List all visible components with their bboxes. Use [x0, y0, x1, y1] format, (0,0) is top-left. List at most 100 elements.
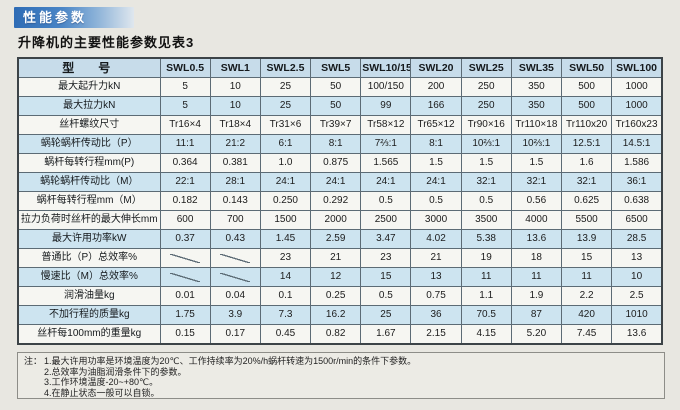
row-label: 蜗杆每转行程mm（M）	[17, 191, 161, 211]
value-cell: 1.565	[360, 153, 412, 173]
notes-lines: 1.最大许用功率是环境温度为20℃、工作持续率为20%/h蜗杆转速为1500r/…	[44, 356, 416, 398]
value-cell: 0.638	[611, 191, 663, 211]
value-cell: 2.15	[410, 324, 462, 345]
value-cell: 24:1	[310, 172, 362, 192]
value-cell: 7.45	[560, 324, 613, 345]
value-cell: 4000	[510, 210, 563, 230]
value-cell: Tr65×12	[410, 115, 462, 135]
value-cell: 2.2	[560, 286, 613, 306]
value-cell	[159, 267, 211, 287]
value-cell: 350	[510, 77, 563, 97]
value-cell: 22:1	[159, 172, 211, 192]
value-cell: 3500	[460, 210, 512, 230]
value-cell: Tr58×12	[360, 115, 412, 135]
value-cell: 24:1	[360, 172, 412, 192]
value-cell: 1000	[611, 77, 663, 97]
value-cell: 12.5:1	[560, 134, 613, 154]
row-label: 蜗轮蜗杆传动比（M）	[17, 172, 161, 192]
value-cell	[209, 267, 261, 287]
value-cell: 0.625	[560, 191, 613, 211]
value-cell: 500	[560, 96, 613, 116]
value-cell: 0.45	[259, 324, 312, 345]
value-cell: 25	[259, 77, 312, 97]
value-cell: 36:1	[611, 172, 663, 192]
value-cell: Tr18×4	[209, 115, 261, 135]
value-cell: 32:1	[510, 172, 563, 192]
value-cell: 0.250	[259, 191, 312, 211]
value-cell: 2500	[360, 210, 412, 230]
value-cell: 1.0	[259, 153, 312, 173]
section-badge: 性能参数	[14, 7, 134, 28]
value-cell: 11	[460, 267, 512, 287]
table-row: 蜗杆每转行程mm（M） 0.182 0.143 0.250 0.292 0.5 0.5 0.5…	[17, 191, 663, 211]
value-cell: 32:1	[560, 172, 613, 192]
value-cell: 19	[460, 248, 512, 268]
value-cell: 87	[510, 305, 563, 325]
table-row: 丝杆螺纹尺寸 Tr16×4 Tr18×4 Tr31×6 Tr39×7 Tr58×12 Tr6…	[17, 115, 663, 135]
value-cell: Tr39×7	[310, 115, 362, 135]
row-label: 丝杆每100mm的重量kg	[17, 324, 161, 345]
value-cell: 250	[460, 77, 512, 97]
value-cell: 0.5	[360, 286, 412, 306]
value-cell: 24:1	[410, 172, 462, 192]
value-cell: 28.5	[611, 229, 663, 249]
value-cell: 5.20	[510, 324, 563, 345]
row-label: 拉力负荷时丝杆的最大伸长mm	[17, 210, 161, 230]
value-cell: 700	[209, 210, 261, 230]
value-cell: 2000	[310, 210, 362, 230]
table-row: 慢速比（M）总效率% 14 12 15 13 11 11 11 10	[17, 267, 663, 287]
row-label: 不加行程的质量kg	[17, 305, 161, 325]
value-cell: 420	[560, 305, 613, 325]
value-cell: 15	[360, 267, 412, 287]
value-cell: 0.43	[209, 229, 261, 249]
value-cell: Tr110x20	[560, 115, 613, 135]
value-cell: 0.37	[159, 229, 211, 249]
column-header: SWL5	[310, 57, 362, 78]
value-cell: 70.5	[460, 305, 512, 325]
value-cell: 0.5	[460, 191, 512, 211]
table-row: 普通比（P）总效率% 23 21 23 21 19 18 15 13	[17, 248, 663, 268]
value-cell: 14.5:1	[611, 134, 663, 154]
column-header: SWL50	[560, 57, 613, 78]
value-cell: 1.586	[611, 153, 663, 173]
parameters-table: 型 号 SWL0.5 SWL1 SWL2.5 SWL5 SWL10/15 SWL20 SWL2…	[17, 57, 663, 345]
value-cell: 99	[360, 96, 412, 116]
table-header-row: 型 号 SWL0.5 SWL1 SWL2.5 SWL5 SWL10/15 SWL20 SWL2…	[17, 57, 663, 78]
value-cell: Tr90×16	[460, 115, 512, 135]
value-cell	[209, 248, 261, 268]
value-cell: 13.9	[560, 229, 613, 249]
value-cell: 1.5	[460, 153, 512, 173]
value-cell: 0.182	[159, 191, 211, 211]
column-header: SWL25	[460, 57, 512, 78]
table-head: 型 号 SWL0.5 SWL1 SWL2.5 SWL5 SWL10/15 SWL20 SWL2…	[17, 57, 663, 78]
value-cell: 0.1	[259, 286, 312, 306]
table-row: 蜗杆每转行程mm(P) 0.364 0.381 1.0 0.875 1.565 1.5 1.5…	[17, 153, 663, 173]
table-row: 润滑油量kg 0.01 0.04 0.1 0.25 0.5 0.75 1.1 1.9 2.2 2.5	[17, 286, 663, 306]
value-cell: 1.6	[560, 153, 613, 173]
value-cell: Tr160x23	[611, 115, 663, 135]
value-cell: 24:1	[259, 172, 312, 192]
note-line: 4.在静止状态一般可以自锁。	[44, 387, 160, 398]
value-cell: 1500	[259, 210, 312, 230]
value-cell: 28:1	[209, 172, 261, 192]
column-header-model: 型 号	[17, 57, 161, 78]
value-cell: 5	[159, 77, 211, 97]
value-cell: 0.15	[159, 324, 211, 345]
value-cell: 0.5	[410, 191, 462, 211]
value-cell: 166	[410, 96, 462, 116]
value-cell: 0.25	[310, 286, 362, 306]
value-cell: 0.143	[209, 191, 261, 211]
value-cell: 3.9	[209, 305, 261, 325]
row-label: 润滑油量kg	[17, 286, 161, 306]
value-cell: 1.45	[259, 229, 312, 249]
table-row: 蜗轮蜗杆传动比（P） 11:1 21:2 6:1 8:1 7⅔:1 8:1 10⅔:1 10⅔:…	[17, 134, 663, 154]
value-cell: 12	[310, 267, 362, 287]
column-header: SWL1	[209, 57, 261, 78]
table-row: 不加行程的质量kg 1.75 3.9 7.3 16.2 25 36 70.5 87 420 1010	[17, 305, 663, 325]
value-cell: 14	[259, 267, 312, 287]
column-header: SWL0.5	[159, 57, 211, 78]
value-cell: 5500	[560, 210, 613, 230]
value-cell: 5	[159, 96, 211, 116]
value-cell: 0.75	[410, 286, 462, 306]
row-label: 最大拉力kN	[17, 96, 161, 116]
